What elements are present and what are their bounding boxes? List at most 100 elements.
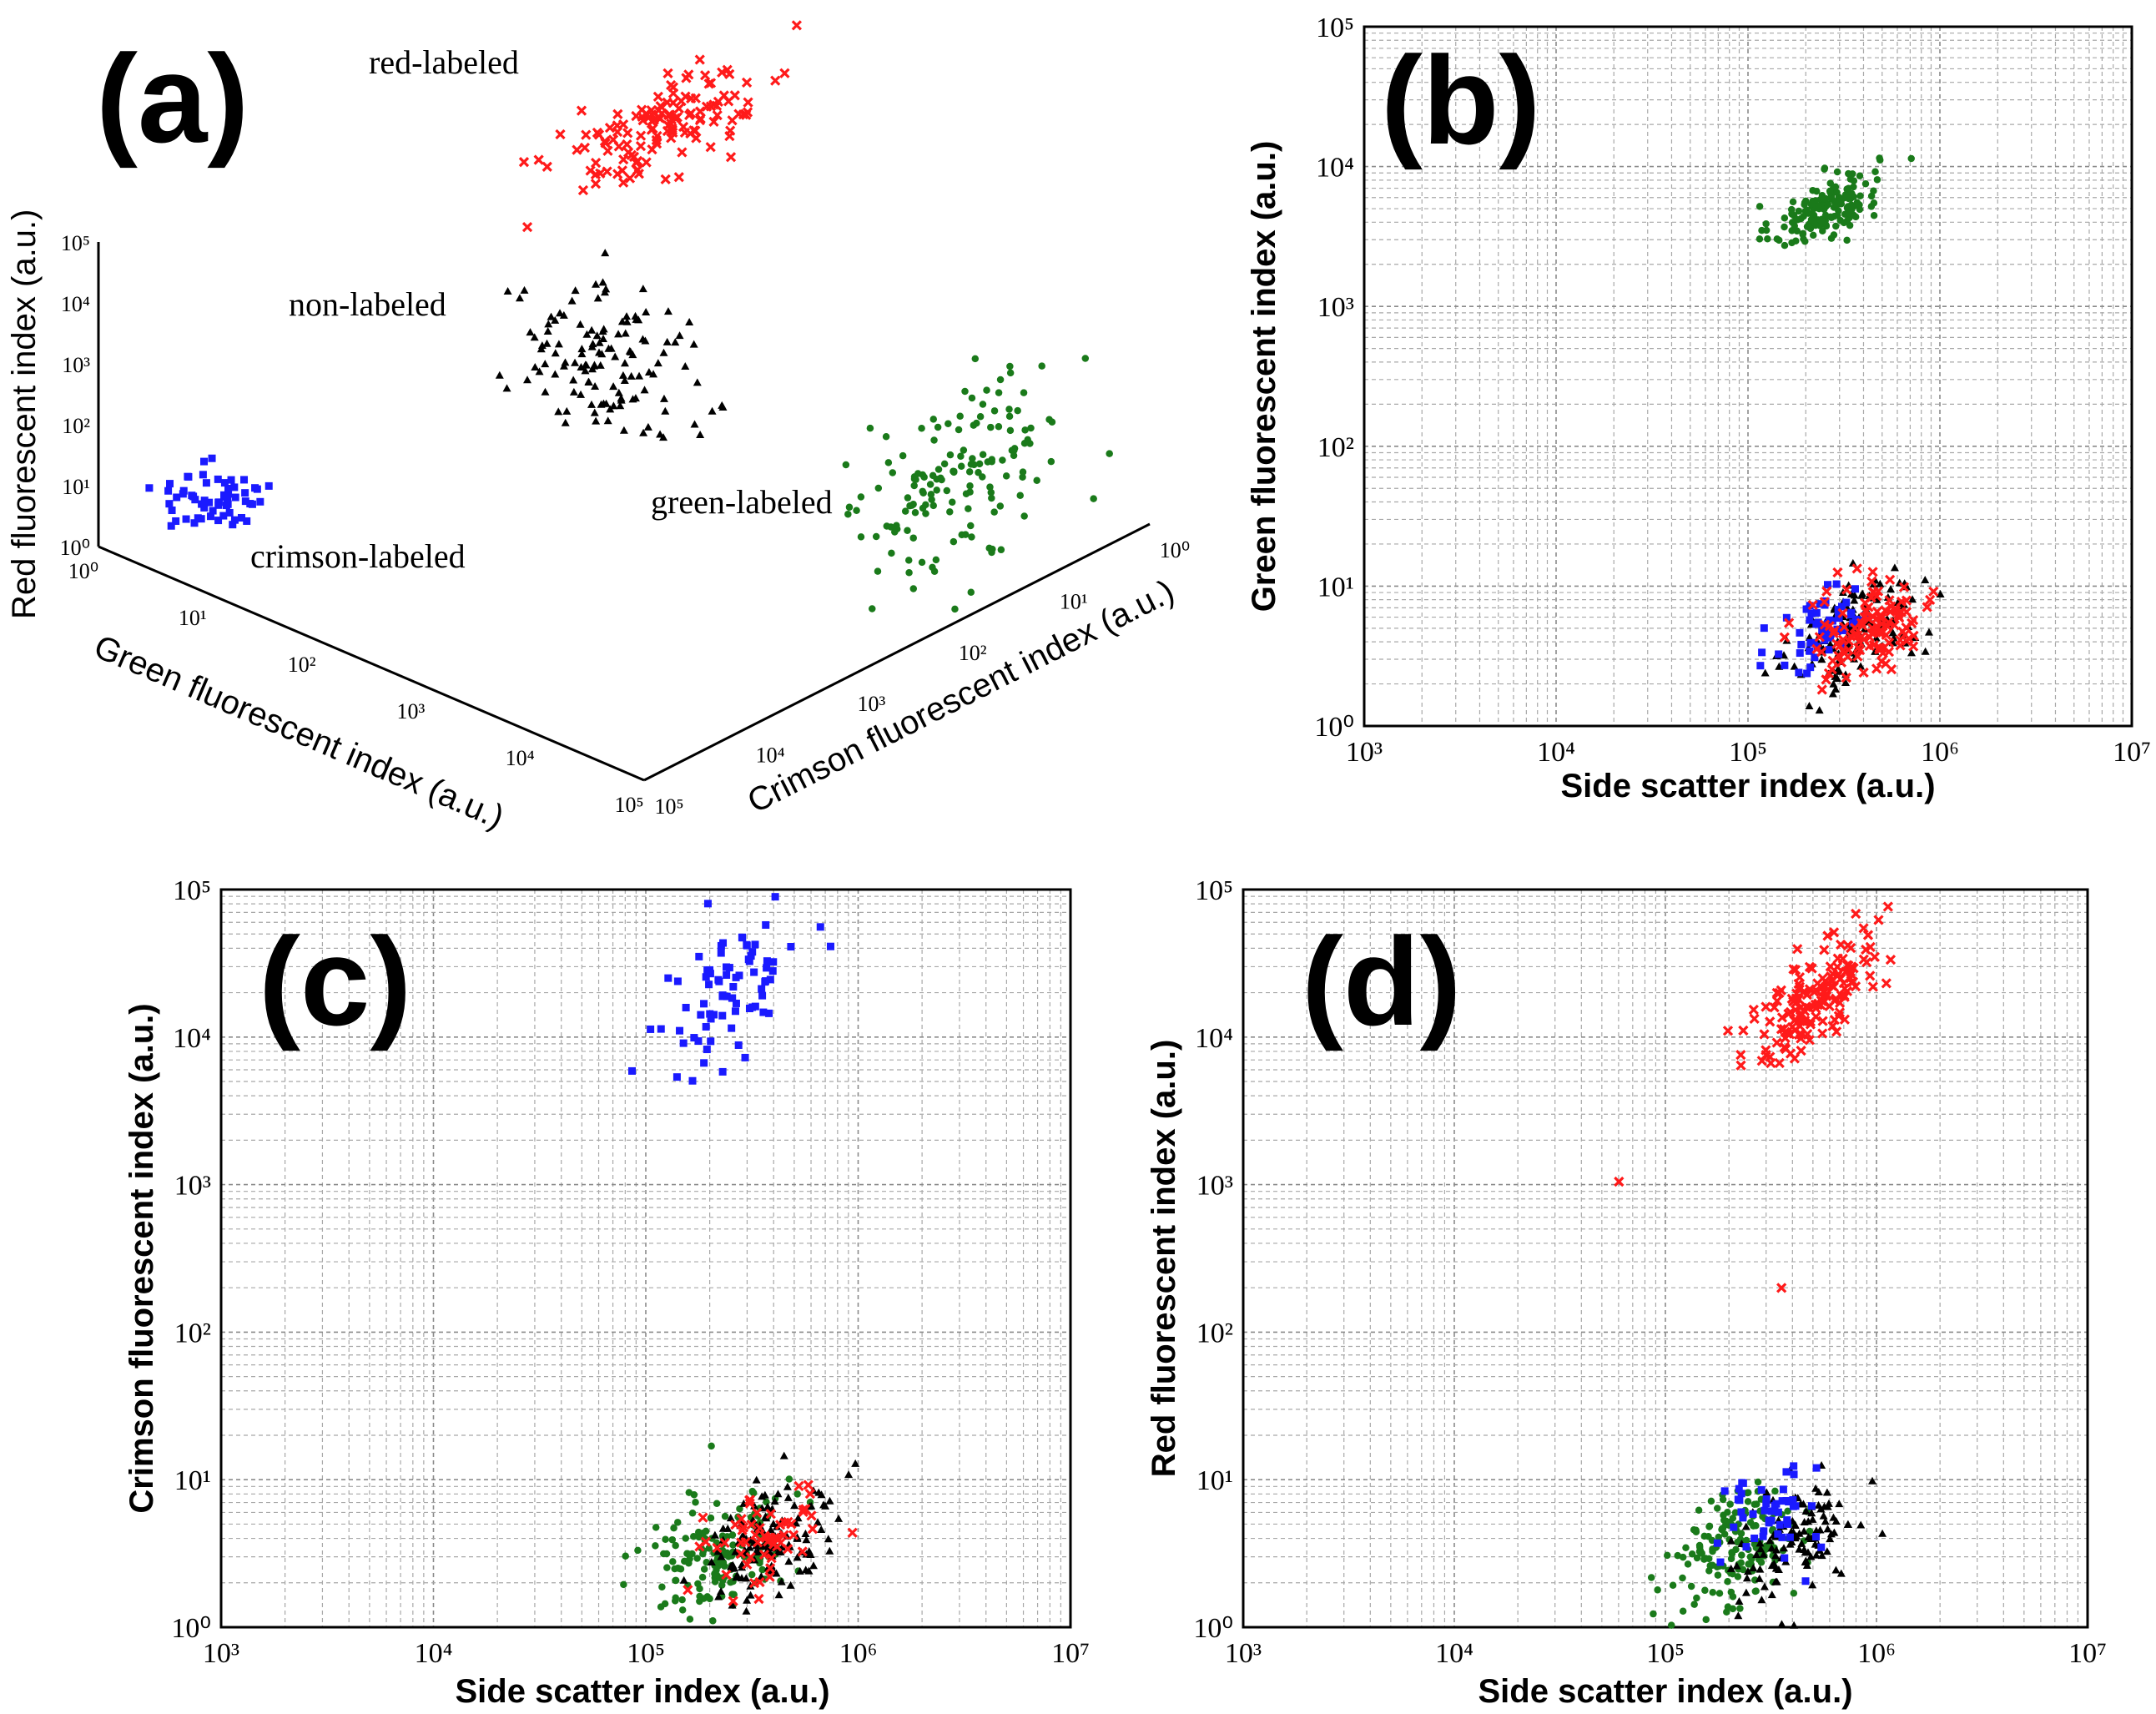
red-labeled-point [592, 127, 603, 139]
red-labeled-point [612, 108, 623, 119]
y-tick-label: 10¹ [174, 1465, 211, 1496]
panel-d-letter: (d) [1302, 911, 1462, 1051]
green-labeled-point [934, 423, 942, 431]
non-labeled-point [543, 326, 552, 335]
non-labeled-point [601, 249, 610, 257]
red-labeled-point [1901, 595, 1912, 606]
non-labeled-point [783, 1482, 792, 1490]
red-labeled-point [1865, 970, 1876, 981]
x-tick-label: 10⁵ [627, 1638, 665, 1669]
red-labeled-point [657, 108, 667, 118]
crimson-labeled-point [1832, 580, 1841, 588]
green-labeled-point [1762, 220, 1770, 228]
panel-c: 10³ 10⁴ 10⁵ 10⁶ 10⁷ 10⁰ 10¹ 10² 10³ 10⁴ 10⁵ (c) Si… [123, 875, 1090, 1710]
non-labeled-point [1829, 1513, 1838, 1521]
red-labeled-point [712, 1542, 723, 1554]
green-labeled-point [1809, 197, 1816, 205]
non-labeled-point [590, 360, 599, 369]
crimson-labeled-point [1749, 1510, 1757, 1518]
crimson-labeled-point [679, 1039, 688, 1047]
non-labeled-point [520, 285, 529, 294]
red-labeled-point [765, 1509, 776, 1520]
crimson-labeled-point [697, 1011, 705, 1019]
green-labeled-point [960, 446, 968, 454]
crimson-labeled-point [191, 496, 199, 504]
red-labeled-point [722, 64, 733, 75]
non-labeled-point [616, 401, 625, 410]
crimson-labeled-point [688, 1076, 697, 1085]
crimson-labeled-point [1806, 638, 1815, 647]
green-labeled-point [1736, 1605, 1744, 1612]
red-labeled-point [1786, 1021, 1798, 1032]
non-labeled-point [814, 1488, 824, 1496]
panel-b-tick-labels: 10³ 10⁴ 10⁵ 10⁶ 10⁷ 10⁰ 10¹ 10² 10³ 10⁴ 10⁵ [1314, 13, 2151, 768]
panel-c-letter: (c) [259, 911, 411, 1051]
non-labeled-point [825, 1496, 834, 1505]
y-tick-label: 10⁰ [171, 1613, 211, 1644]
green-labeled-point [967, 588, 975, 597]
red-labeled-point [698, 1512, 708, 1523]
green-labeled-point [1870, 187, 1877, 194]
non-labeled-point [1790, 1621, 1799, 1629]
green-labeled-point [904, 557, 913, 564]
green-labeled-point [1742, 1536, 1750, 1545]
crimson-labeled-point [1758, 648, 1766, 657]
panel-b-grid [1364, 27, 2132, 726]
green-labeled-point [728, 1531, 737, 1539]
non-labeled-point [1780, 1544, 1789, 1552]
red-labeled-point [683, 69, 694, 80]
x-tick-label: 10³ [203, 1638, 239, 1669]
green-labeled-point [662, 1535, 669, 1544]
green-labeled-point [1724, 1603, 1732, 1611]
red-labeled-point [1902, 636, 1912, 647]
crimson-axis-tick-label: 10⁵ [654, 794, 683, 819]
red-labeled-point [1819, 945, 1830, 955]
crimson-labeled-point [1762, 1495, 1771, 1503]
green-labeled-point [1729, 1593, 1737, 1601]
red-labeled-point [1785, 1006, 1796, 1018]
red-labeled-point [1766, 1057, 1776, 1069]
red-labeled-point [705, 142, 716, 153]
red-labeled-point [1814, 632, 1825, 643]
non-labeled-point [1831, 1565, 1841, 1574]
green-labeled-point [899, 451, 907, 460]
crimson-labeled-point [700, 1059, 708, 1067]
green-labeled-point [1818, 217, 1826, 225]
green-labeled-point [1027, 424, 1035, 432]
red-labeled-point [1884, 574, 1896, 585]
non-labeled-point [619, 426, 628, 434]
non-labeled-point [551, 370, 560, 378]
non-labeled-point [1749, 1564, 1758, 1572]
green-labeled-point [845, 503, 854, 512]
red-labeled-point [1822, 930, 1833, 941]
panel-d-xlabel: Side scatter index (a.u.) [1478, 1673, 1852, 1710]
red-labeled-point [754, 1523, 765, 1534]
crimson-labeled-point [1823, 581, 1831, 589]
panel-d-tick-labels: 10³ 10⁴ 10⁵ 10⁶ 10⁷ 10⁰ 10¹ 10² 10³ 10⁴ 10⁵ [1193, 875, 2107, 1669]
non-labeled-point [606, 405, 615, 413]
red-labeled-point [647, 123, 658, 134]
red-labeled-point [622, 147, 634, 158]
green-labeled-point [1002, 472, 1010, 480]
crimson-labeled-point [1811, 1532, 1820, 1540]
non-labeled-point [1777, 1620, 1786, 1628]
crimson-labeled-point [731, 1007, 739, 1016]
red-labeled-point [1871, 613, 1882, 624]
green-labeled-point [1020, 512, 1028, 520]
red-labeled-point [1882, 901, 1893, 912]
green-labeled-point [713, 1500, 721, 1507]
crimson-labeled-point [707, 1037, 715, 1046]
red-labeled-point [624, 173, 636, 184]
green-labeled-point [1701, 1586, 1709, 1595]
crimson-labeled-point [1776, 1520, 1784, 1529]
red-labeled-point [725, 152, 737, 163]
panel-d-points [1614, 901, 1897, 1629]
green-labeled-point [1809, 231, 1817, 239]
green-labeled-point [983, 386, 990, 394]
green-labeled-point [951, 605, 959, 613]
green-labeled-point [1815, 202, 1822, 210]
crimson-labeled-point [718, 991, 727, 1000]
red-labeled-point [1805, 1019, 1816, 1030]
red-labeled-point [635, 130, 647, 141]
crimson-axis-tick-label: 10³ [858, 692, 886, 716]
